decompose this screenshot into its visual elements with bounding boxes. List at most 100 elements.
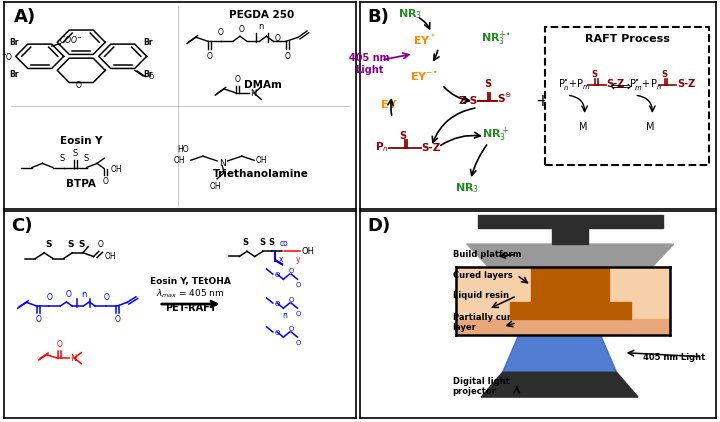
- Text: O: O: [47, 293, 53, 303]
- Text: 405 nm Light: 405 nm Light: [644, 353, 706, 362]
- Text: co: co: [279, 239, 289, 248]
- Text: S: S: [269, 238, 275, 247]
- Text: S: S: [59, 154, 64, 163]
- Text: RAFT Process: RAFT Process: [585, 34, 670, 44]
- Text: EY$^{-•}$: EY$^{-•}$: [410, 70, 438, 83]
- Text: NR$_3$: NR$_3$: [398, 8, 422, 22]
- Text: n: n: [282, 311, 287, 320]
- Text: C): C): [11, 217, 32, 235]
- Text: O: O: [239, 24, 245, 33]
- Text: P$_n$: P$_n$: [374, 140, 389, 154]
- Text: O: O: [149, 74, 155, 80]
- Text: O: O: [103, 178, 109, 187]
- Text: O: O: [289, 297, 294, 303]
- Text: O: O: [284, 52, 290, 61]
- Text: O: O: [235, 75, 240, 84]
- Text: COO$^{-}$: COO$^{-}$: [59, 34, 82, 45]
- Text: S: S: [242, 238, 248, 247]
- Text: O: O: [207, 52, 212, 61]
- Text: O: O: [296, 311, 301, 316]
- Text: EY: EY: [381, 100, 396, 111]
- Text: O: O: [104, 293, 109, 303]
- Text: OH: OH: [302, 247, 315, 256]
- Text: O: O: [274, 330, 279, 335]
- Text: D): D): [367, 217, 390, 235]
- Text: DMAm: DMAm: [244, 80, 282, 90]
- Text: O: O: [76, 81, 82, 90]
- Text: OH: OH: [210, 182, 221, 191]
- Text: P$_m^{•}$+P$_n$: P$_m^{•}$+P$_n$: [629, 77, 662, 92]
- Text: HO: HO: [177, 145, 189, 154]
- Text: O: O: [289, 268, 294, 274]
- Text: S-Z: S-Z: [607, 79, 625, 89]
- Text: S: S: [485, 79, 492, 89]
- Text: n: n: [81, 290, 86, 299]
- Text: Eosin Y, TEtOHA: Eosin Y, TEtOHA: [150, 277, 231, 286]
- Bar: [531, 267, 609, 304]
- Text: Z-S: Z-S: [459, 96, 477, 106]
- Text: 405 nm
Light: 405 nm Light: [348, 53, 390, 75]
- Text: NR$_3$: NR$_3$: [455, 181, 479, 195]
- Text: S: S: [73, 149, 78, 157]
- Text: N: N: [250, 89, 256, 97]
- Text: S: S: [399, 131, 406, 141]
- Text: O: O: [296, 340, 301, 346]
- Text: Br: Br: [9, 38, 19, 47]
- Text: A): A): [14, 8, 36, 26]
- Text: O: O: [57, 340, 63, 349]
- Text: +: +: [535, 92, 549, 111]
- Text: S: S: [68, 240, 74, 249]
- Text: n: n: [258, 22, 264, 31]
- Bar: [552, 227, 588, 244]
- Bar: [477, 215, 663, 227]
- Text: O: O: [115, 315, 121, 324]
- Text: O: O: [66, 290, 71, 299]
- Text: $\lambda_{max}$ = 405 nm: $\lambda_{max}$ = 405 nm: [156, 287, 225, 300]
- Text: Build platform: Build platform: [453, 250, 521, 259]
- Text: N: N: [70, 354, 76, 362]
- Text: N: N: [219, 159, 225, 168]
- Text: OH: OH: [104, 252, 116, 261]
- Text: EY$^*$: EY$^*$: [413, 31, 436, 48]
- Text: P$_n^{•}$+P$_m$: P$_n^{•}$+P$_m$: [558, 77, 590, 92]
- Text: $\Longleftrightarrow$: $\Longleftrightarrow$: [607, 77, 633, 92]
- Text: O: O: [296, 282, 301, 288]
- Text: OH: OH: [110, 165, 122, 174]
- Bar: [456, 319, 670, 335]
- Polygon shape: [503, 335, 616, 372]
- Text: S$^{\ominus}$: S$^{\ominus}$: [498, 92, 512, 106]
- Text: S: S: [78, 240, 85, 249]
- FancyBboxPatch shape: [545, 27, 709, 165]
- Text: BTPA: BTPA: [66, 179, 96, 189]
- Text: S: S: [84, 154, 89, 163]
- Text: S-Z: S-Z: [421, 143, 441, 153]
- Text: Br: Br: [143, 70, 153, 79]
- Text: Br: Br: [143, 38, 153, 47]
- Text: O: O: [217, 28, 223, 37]
- Text: x: x: [279, 255, 283, 264]
- Text: Digital light
projector: Digital light projector: [453, 377, 510, 396]
- Text: OH: OH: [256, 156, 267, 165]
- Text: S-Z: S-Z: [678, 79, 696, 89]
- Text: S: S: [662, 70, 667, 79]
- Text: B): B): [367, 8, 389, 26]
- Text: Liquid resin: Liquid resin: [453, 291, 508, 300]
- Text: S: S: [592, 70, 598, 79]
- Text: O: O: [274, 272, 279, 278]
- Text: NR$_3^+$: NR$_3^+$: [482, 125, 509, 143]
- Text: S: S: [45, 240, 52, 249]
- Text: y: y: [296, 255, 300, 264]
- Text: M: M: [647, 122, 654, 132]
- Text: O: O: [274, 34, 280, 43]
- Text: Partially cured
layer: Partially cured layer: [453, 313, 523, 333]
- Text: O: O: [35, 315, 42, 324]
- Text: Eosin Y: Eosin Y: [60, 135, 102, 146]
- Text: Br: Br: [9, 70, 19, 79]
- Text: OH: OH: [174, 156, 185, 165]
- Text: O: O: [274, 300, 279, 307]
- Text: O: O: [98, 240, 104, 249]
- Text: O: O: [289, 326, 294, 332]
- Text: PET-RAFT: PET-RAFT: [165, 303, 216, 313]
- Text: Triethanolamine: Triethanolamine: [213, 169, 309, 179]
- Bar: [456, 304, 670, 319]
